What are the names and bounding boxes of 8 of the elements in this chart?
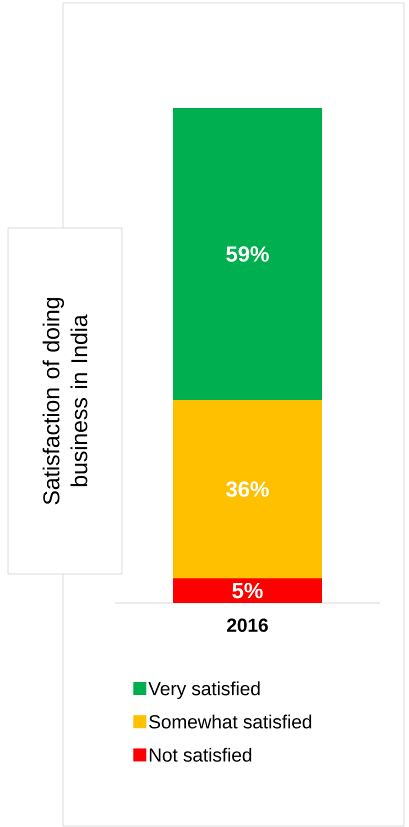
legend-label: Not satisfied [150,748,252,762]
legend-label: Very satisfied [148,681,260,700]
data-label: 5% [232,582,263,598]
data-label: 36% [226,481,269,497]
x-tick-label: 2016 [227,618,268,632]
legend-label: Somewhat satisfied [149,714,312,729]
y-axis-title: Satisfaction of doing business in India [42,298,88,504]
data-label: 59% [226,246,269,262]
